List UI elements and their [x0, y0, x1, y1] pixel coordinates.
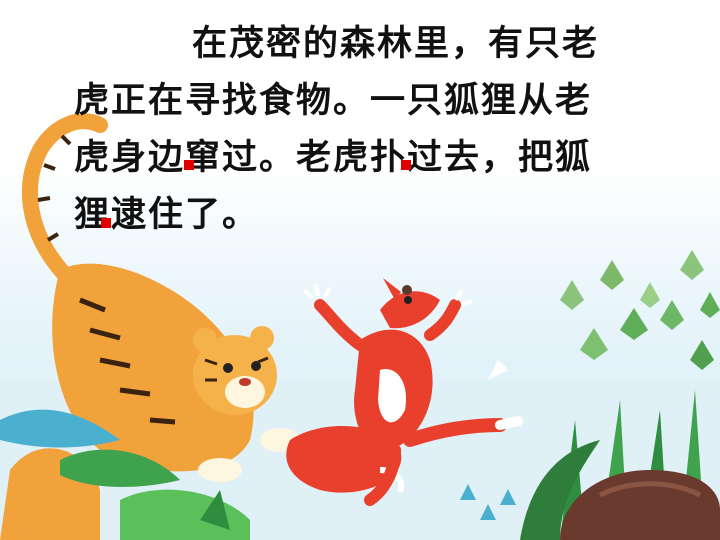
tiger-tail: [22, 113, 108, 288]
passage-line: 虎身边窜过。老虎扑过去，把狐: [74, 138, 593, 178]
passage-line: 在茂密的森林里，有只老: [192, 24, 600, 64]
emphasis-marker-bian: [184, 160, 194, 170]
fox: [286, 278, 523, 506]
passage-line: 虎正在寻找食物。一只狐狸从老: [74, 81, 593, 121]
emphasis-marker-hu: [401, 160, 411, 170]
emphasis-marker-li: [101, 218, 111, 228]
story-passage: 在茂密的森林里，有只老 虎正在寻找食物。一只狐狸从老 虎身边窜过。老虎扑过去，把…: [74, 16, 704, 244]
foreground-leaves: [0, 409, 250, 540]
background-plants: [560, 250, 720, 370]
passage-line: 狸逮住了。: [74, 195, 260, 235]
